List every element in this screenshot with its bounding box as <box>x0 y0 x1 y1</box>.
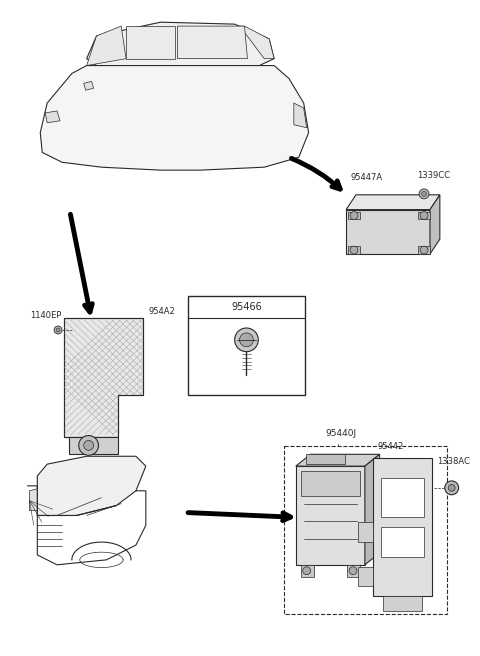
Polygon shape <box>381 527 424 557</box>
Bar <box>284 446 447 614</box>
Circle shape <box>419 189 429 199</box>
Circle shape <box>349 567 357 575</box>
Circle shape <box>79 436 98 455</box>
Text: 95440J: 95440J <box>325 430 357 438</box>
Circle shape <box>420 212 428 220</box>
Circle shape <box>84 440 94 450</box>
Polygon shape <box>418 212 430 220</box>
Bar <box>188 297 305 395</box>
Polygon shape <box>86 26 126 66</box>
Polygon shape <box>86 22 274 66</box>
Polygon shape <box>348 246 360 254</box>
Polygon shape <box>301 565 313 577</box>
Polygon shape <box>45 111 60 123</box>
Polygon shape <box>64 318 143 436</box>
Text: 1140EP: 1140EP <box>30 311 62 320</box>
Polygon shape <box>346 195 440 210</box>
Circle shape <box>421 192 427 196</box>
Circle shape <box>445 481 458 495</box>
Polygon shape <box>373 459 432 596</box>
Polygon shape <box>126 26 175 58</box>
Text: 1338AC: 1338AC <box>437 457 470 466</box>
Circle shape <box>235 328 258 352</box>
Polygon shape <box>358 522 373 542</box>
Polygon shape <box>306 455 345 464</box>
Text: 95442: 95442 <box>378 442 404 451</box>
Polygon shape <box>383 596 422 611</box>
Polygon shape <box>84 81 94 91</box>
Circle shape <box>420 246 428 254</box>
Polygon shape <box>358 567 373 586</box>
Polygon shape <box>346 210 430 254</box>
Polygon shape <box>381 478 424 518</box>
Circle shape <box>54 326 62 334</box>
Polygon shape <box>365 455 380 565</box>
Polygon shape <box>240 26 274 58</box>
Circle shape <box>303 567 311 575</box>
Polygon shape <box>296 466 365 565</box>
Polygon shape <box>37 457 146 516</box>
Text: 1339CC: 1339CC <box>417 171 450 180</box>
Polygon shape <box>347 565 360 577</box>
Polygon shape <box>301 471 360 496</box>
Polygon shape <box>40 66 309 170</box>
Polygon shape <box>178 26 248 58</box>
Circle shape <box>448 484 455 491</box>
Circle shape <box>350 246 358 254</box>
Polygon shape <box>348 212 360 220</box>
Text: 95466: 95466 <box>231 302 262 312</box>
Polygon shape <box>296 455 380 466</box>
Polygon shape <box>418 246 430 254</box>
Text: 954A2: 954A2 <box>149 307 176 316</box>
Polygon shape <box>430 195 440 254</box>
Text: 95447A: 95447A <box>350 173 382 182</box>
Polygon shape <box>29 489 37 510</box>
Polygon shape <box>294 103 307 128</box>
Circle shape <box>350 212 358 220</box>
Circle shape <box>56 328 60 332</box>
Polygon shape <box>69 436 118 455</box>
Circle shape <box>240 333 253 347</box>
